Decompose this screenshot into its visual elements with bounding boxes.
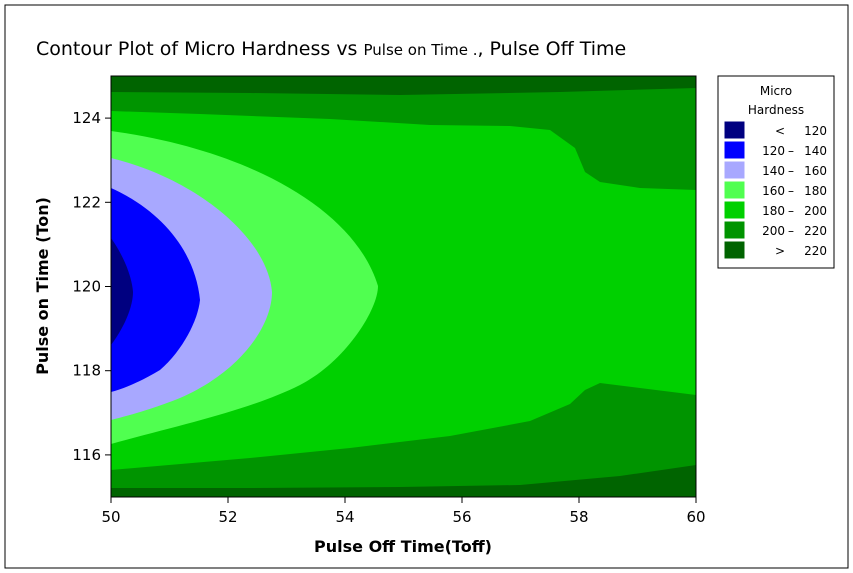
legend-swatch [724, 121, 745, 139]
y-tick-label: 120 [72, 278, 101, 296]
legend-swatch [724, 161, 745, 179]
legend-dash: – [788, 204, 794, 218]
x-tick-label: 52 [218, 508, 237, 526]
legend-dash: – [788, 224, 794, 238]
legend-high: 160 [804, 164, 827, 178]
x-axis: 50 52 54 56 58 60 [101, 497, 706, 526]
legend-swatch [724, 141, 745, 159]
y-tick-label: 116 [72, 446, 101, 464]
legend-low: 160 [762, 184, 785, 198]
legend-low: 120 [762, 144, 785, 158]
y-axis-label: Pulse on Time (Ton) [33, 197, 52, 375]
chart-title-small: Pulse on Time . [364, 41, 478, 59]
legend-dash: – [788, 164, 794, 178]
legend-swatch [724, 241, 745, 259]
legend-low: 140 [762, 164, 785, 178]
chart-title-main: Contour Plot of Micro Hardness vs [36, 38, 364, 60]
legend-title-line1: Micro [760, 84, 792, 98]
legend-high: 200 [804, 204, 827, 218]
x-tick-label: 54 [335, 508, 354, 526]
legend-high: 120 [804, 124, 827, 138]
legend-high: 220 [804, 244, 827, 258]
legend-low: < [775, 124, 785, 138]
contour-band-lt120 [111, 238, 133, 345]
legend: Micro Hardness <120120–140140–160160–180… [717, 75, 835, 269]
x-tick-label: 58 [569, 508, 588, 526]
legend-high: 220 [804, 224, 827, 238]
y-axis: 116 118 120 122 124 [72, 109, 111, 464]
x-tick-label: 50 [101, 508, 120, 526]
legend-title-line2: Hardness [748, 103, 804, 117]
x-tick-label: 60 [686, 508, 705, 526]
chart-title-tail: , Pulse Off Time [477, 38, 626, 60]
chart-title: Contour Plot of Micro Hardness vs Pulse … [36, 38, 626, 60]
legend-high: 140 [804, 144, 827, 158]
y-tick-label: 122 [72, 193, 101, 211]
contour-bands [111, 76, 696, 497]
legend-dash: – [788, 144, 794, 158]
legend-swatch [724, 201, 745, 219]
y-tick-label: 118 [72, 362, 101, 380]
legend-low: > [775, 244, 785, 258]
y-tick-label: 124 [72, 109, 101, 127]
legend-low: 200 [762, 224, 785, 238]
legend-swatch [724, 181, 745, 199]
legend-high: 180 [804, 184, 827, 198]
legend-swatch [724, 221, 745, 239]
legend-dash: – [788, 184, 794, 198]
legend-low: 180 [762, 204, 785, 218]
x-tick-label: 56 [452, 508, 471, 526]
x-axis-label: Pulse Off Time(Toff) [314, 537, 492, 556]
contour-band-120-140 [111, 188, 200, 392]
